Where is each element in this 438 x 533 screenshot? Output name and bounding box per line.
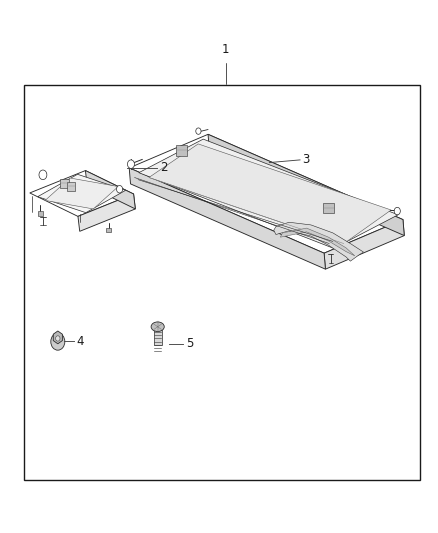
Text: 4: 4 xyxy=(77,335,84,348)
Circle shape xyxy=(117,185,123,193)
Bar xyxy=(154,330,162,345)
Polygon shape xyxy=(324,220,404,269)
Polygon shape xyxy=(129,168,325,269)
Text: 3: 3 xyxy=(302,154,310,166)
Bar xyxy=(106,228,111,232)
Polygon shape xyxy=(280,228,355,256)
Circle shape xyxy=(51,333,65,350)
Polygon shape xyxy=(45,178,118,209)
Text: 5: 5 xyxy=(186,337,194,350)
Bar xyxy=(176,145,187,156)
Polygon shape xyxy=(274,222,364,261)
Ellipse shape xyxy=(151,322,164,332)
Bar xyxy=(24,85,420,480)
Polygon shape xyxy=(129,134,403,253)
Circle shape xyxy=(394,207,400,215)
Circle shape xyxy=(127,160,134,168)
Circle shape xyxy=(39,170,47,180)
Polygon shape xyxy=(208,134,404,236)
Bar xyxy=(38,211,43,216)
Bar xyxy=(323,203,334,213)
Polygon shape xyxy=(30,171,134,216)
Polygon shape xyxy=(85,171,135,209)
Text: 1: 1 xyxy=(222,43,230,56)
Polygon shape xyxy=(149,144,391,244)
Polygon shape xyxy=(53,331,62,344)
Bar xyxy=(60,179,69,188)
Bar xyxy=(67,182,75,191)
Circle shape xyxy=(56,336,60,341)
Circle shape xyxy=(196,128,201,134)
Polygon shape xyxy=(38,174,126,213)
Polygon shape xyxy=(139,139,398,248)
Polygon shape xyxy=(78,194,135,231)
Text: 2: 2 xyxy=(160,161,167,174)
